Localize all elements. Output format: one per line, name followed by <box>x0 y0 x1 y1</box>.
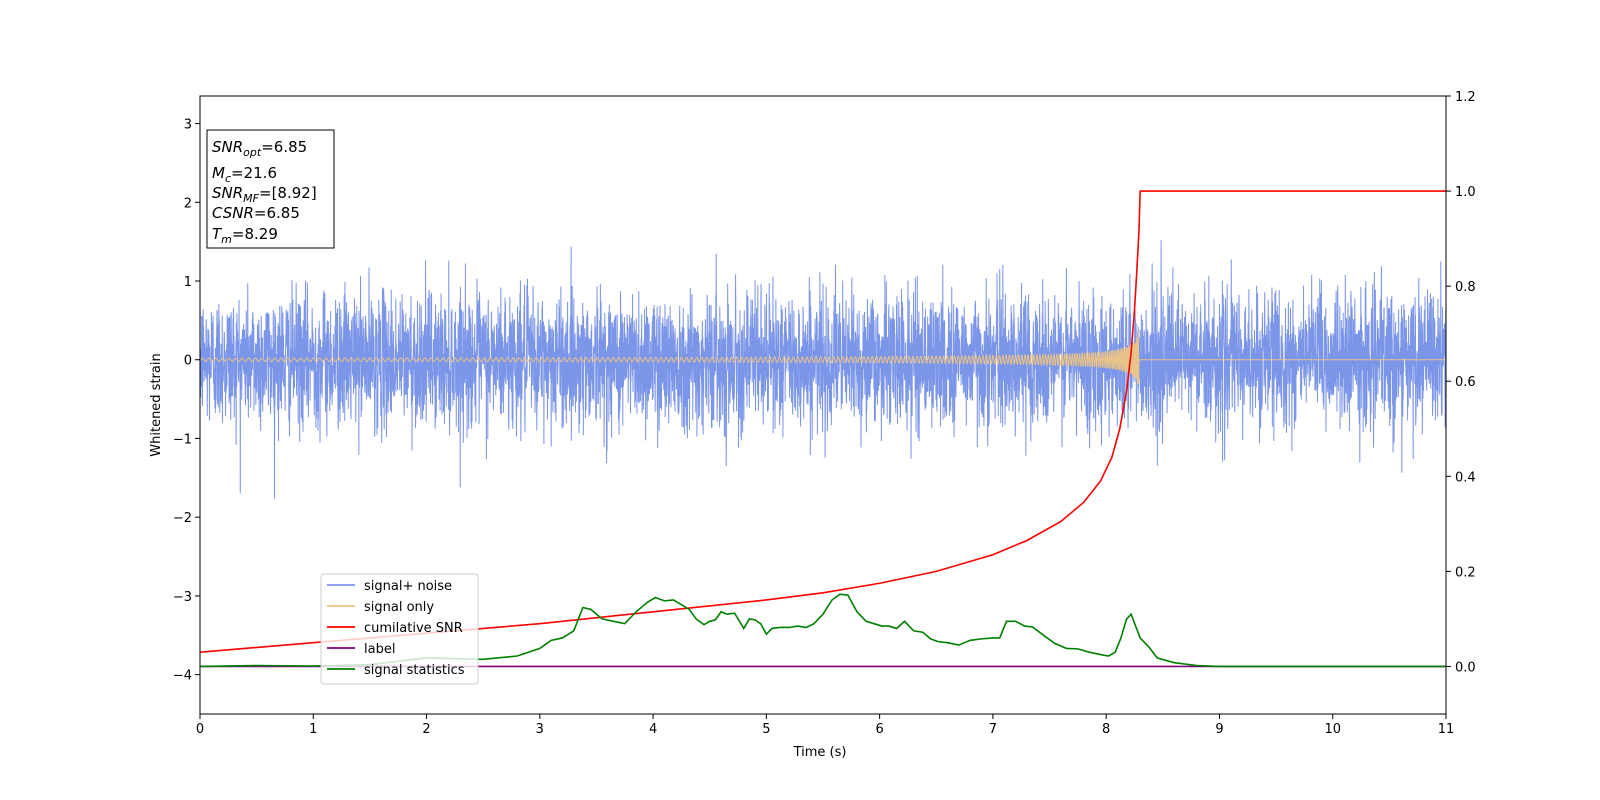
y2-tick-label: 0.4 <box>1455 470 1476 485</box>
y-tick-label: −4 <box>173 669 192 684</box>
x-tick-label: 0 <box>196 722 204 737</box>
y-tick-label: 3 <box>184 118 192 133</box>
legend-label: cumilative SNR <box>364 621 463 636</box>
y2-tick-label: 0.2 <box>1455 565 1476 580</box>
y-tick-label: 1 <box>184 275 192 290</box>
legend-label: signal+ noise <box>364 579 452 594</box>
y2-tick-label: 1.2 <box>1455 90 1476 105</box>
legend-frame <box>320 573 479 685</box>
x-tick-label: 8 <box>1102 722 1110 737</box>
y-axis-label: Whitened strain <box>149 353 164 456</box>
x-tick-label: 11 <box>1438 722 1455 737</box>
series-signal-noise <box>200 239 1446 499</box>
axes-layer: 0 1 2 3 4 5 6 7 8 9 10 113210−1−2−3−41.21.00.80.60.… <box>173 90 1476 737</box>
x-tick-label: 10 <box>1324 722 1341 737</box>
y2-tick-label: 0.8 <box>1455 280 1476 295</box>
y2-tick-label: 0.0 <box>1455 660 1476 675</box>
info-box-line: CSNR=6.85 <box>212 204 300 222</box>
x-tick-label: 9 <box>1215 722 1223 737</box>
legend-label: signal statistics <box>364 663 465 678</box>
x-tick-label: 3 <box>536 722 544 737</box>
x-tick-label: 4 <box>649 722 657 737</box>
info-box-frame <box>206 129 335 249</box>
y2-tick-label: 0.6 <box>1455 375 1476 390</box>
info-box-line: Mc=21.6 <box>212 164 277 185</box>
info-box-line: Tm=8.29 <box>212 225 278 246</box>
y-tick-label: −3 <box>173 590 192 605</box>
y-tick-label: 2 <box>184 196 192 211</box>
plot-frame <box>199 95 1447 715</box>
x-tick-label: 1 <box>309 722 317 737</box>
y2-tick-label: 1.0 <box>1455 185 1476 200</box>
series-signal-only <box>200 330 1446 386</box>
info-box-line: SNRMF=[8.92] <box>212 184 317 205</box>
x-axis-label: Time (s) <box>793 745 847 760</box>
y-tick-label: −2 <box>173 511 192 526</box>
x-tick-label: 5 <box>762 722 770 737</box>
x-tick-label: 7 <box>989 722 997 737</box>
legend-label: label <box>364 642 395 657</box>
legend: signal+ noise signal only cumilative SNR la… <box>320 573 479 685</box>
legend-label: signal only <box>364 600 434 615</box>
series-signal-statistics <box>200 593 1446 668</box>
x-tick-label: 6 <box>875 722 883 737</box>
y-tick-label: −1 <box>173 432 192 447</box>
series-cumulative-snr <box>200 190 1446 653</box>
x-tick-label: 2 <box>422 722 430 737</box>
info-box-line: SNRopt=6.85 <box>212 138 307 159</box>
y-tick-label: 0 <box>184 354 192 369</box>
